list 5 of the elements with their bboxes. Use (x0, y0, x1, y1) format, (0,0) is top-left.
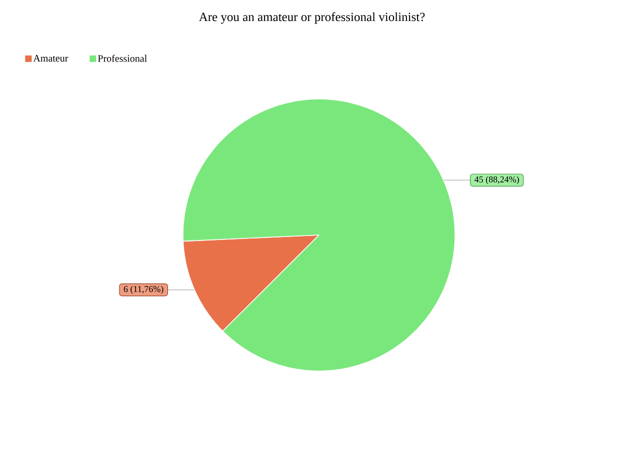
data-label: 6 (11,76%) (124, 286, 164, 294)
chart-title: Are you an amateur or professional violinist? (198, 12, 425, 24)
data-label: 45 (88,24%) (474, 176, 519, 184)
legend-label: Amateur (33, 54, 68, 62)
legend-label: Professional (98, 54, 147, 62)
